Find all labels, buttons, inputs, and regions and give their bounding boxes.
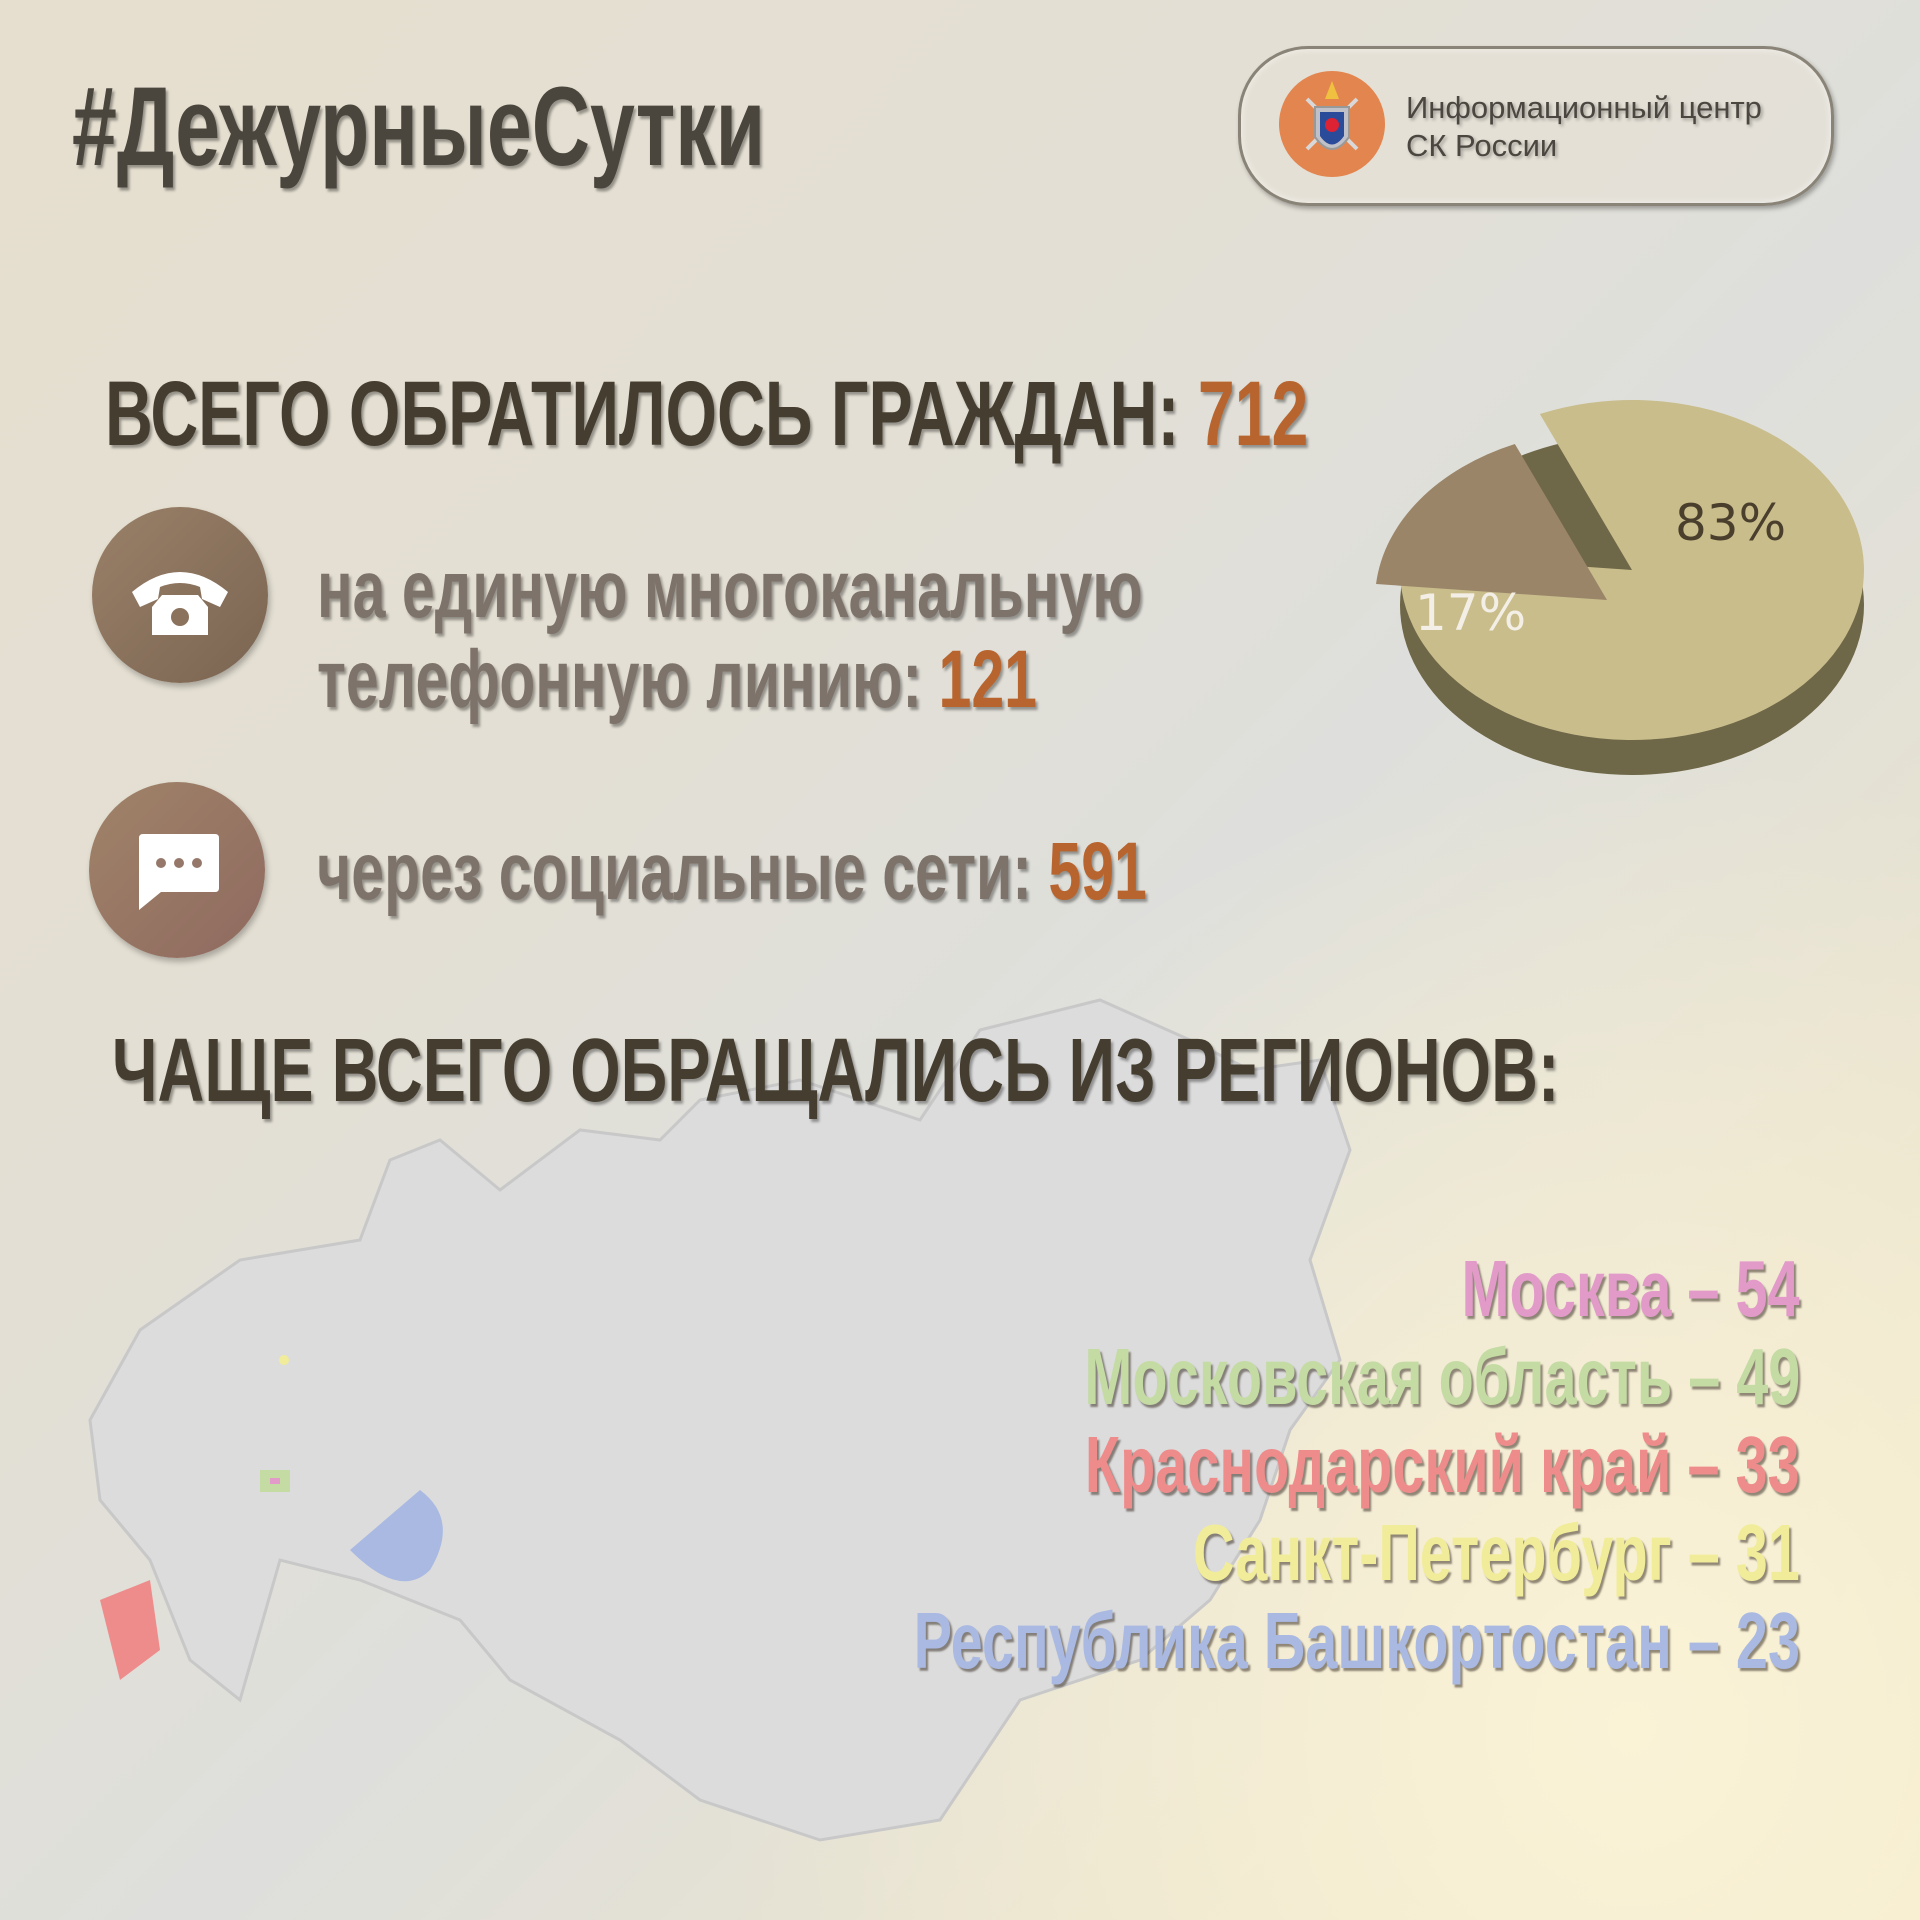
sk-russia-emblem-icon	[1279, 71, 1385, 177]
logo-badge: Информационный центр СК России	[1238, 46, 1834, 206]
region-item: Санкт-Петербург – 31	[1193, 1508, 1800, 1597]
social-label: через социальные сети:	[317, 826, 1049, 917]
regions-title: ЧАЩЕ ВСЕГО ОБРАЩАЛИСЬ ИЗ РЕГИОНОВ:	[112, 1021, 1560, 1121]
phone-icon	[92, 507, 268, 683]
region-item: Москва – 54	[1461, 1244, 1800, 1333]
logo-line1: Информационный центр	[1406, 90, 1762, 125]
social-value: 591	[1048, 826, 1147, 917]
region-item: Краснодарский край – 33	[1085, 1420, 1800, 1509]
russia-map	[88, 998, 1352, 1842]
region-item: Московская область – 49	[1084, 1332, 1800, 1421]
pie-chart: 83% 17%	[1376, 400, 1864, 775]
logo-line2: СК России	[1406, 128, 1558, 163]
pie-slice-17	[1376, 443, 1607, 600]
pie-slice-83	[1400, 400, 1864, 740]
phone-line2: телефонную линию: 121	[317, 633, 1037, 727]
page-title: #ДежурныеСутки	[72, 64, 766, 189]
logo-text: Информационный центр СК России	[1406, 89, 1762, 165]
social-line: через социальные сети: 591	[317, 825, 1147, 919]
total-label: ВСЕГО ОБРАТИЛОСЬ ГРАЖДАН:	[105, 363, 1198, 465]
chat-bubble-icon	[89, 782, 265, 958]
phone-label: телефонную линию:	[317, 634, 939, 725]
phone-value: 121	[938, 634, 1037, 725]
total-citizens: ВСЕГО ОБРАТИЛОСЬ ГРАЖДАН: 712	[105, 362, 1308, 467]
total-value: 712	[1197, 363, 1309, 465]
pie-label-83: 83%	[1675, 494, 1786, 552]
region-item: Республика Башкортостан – 23	[913, 1596, 1800, 1685]
phone-line1: на единую многоканальную	[317, 544, 1143, 635]
pie-label-17: 17%	[1415, 584, 1526, 642]
